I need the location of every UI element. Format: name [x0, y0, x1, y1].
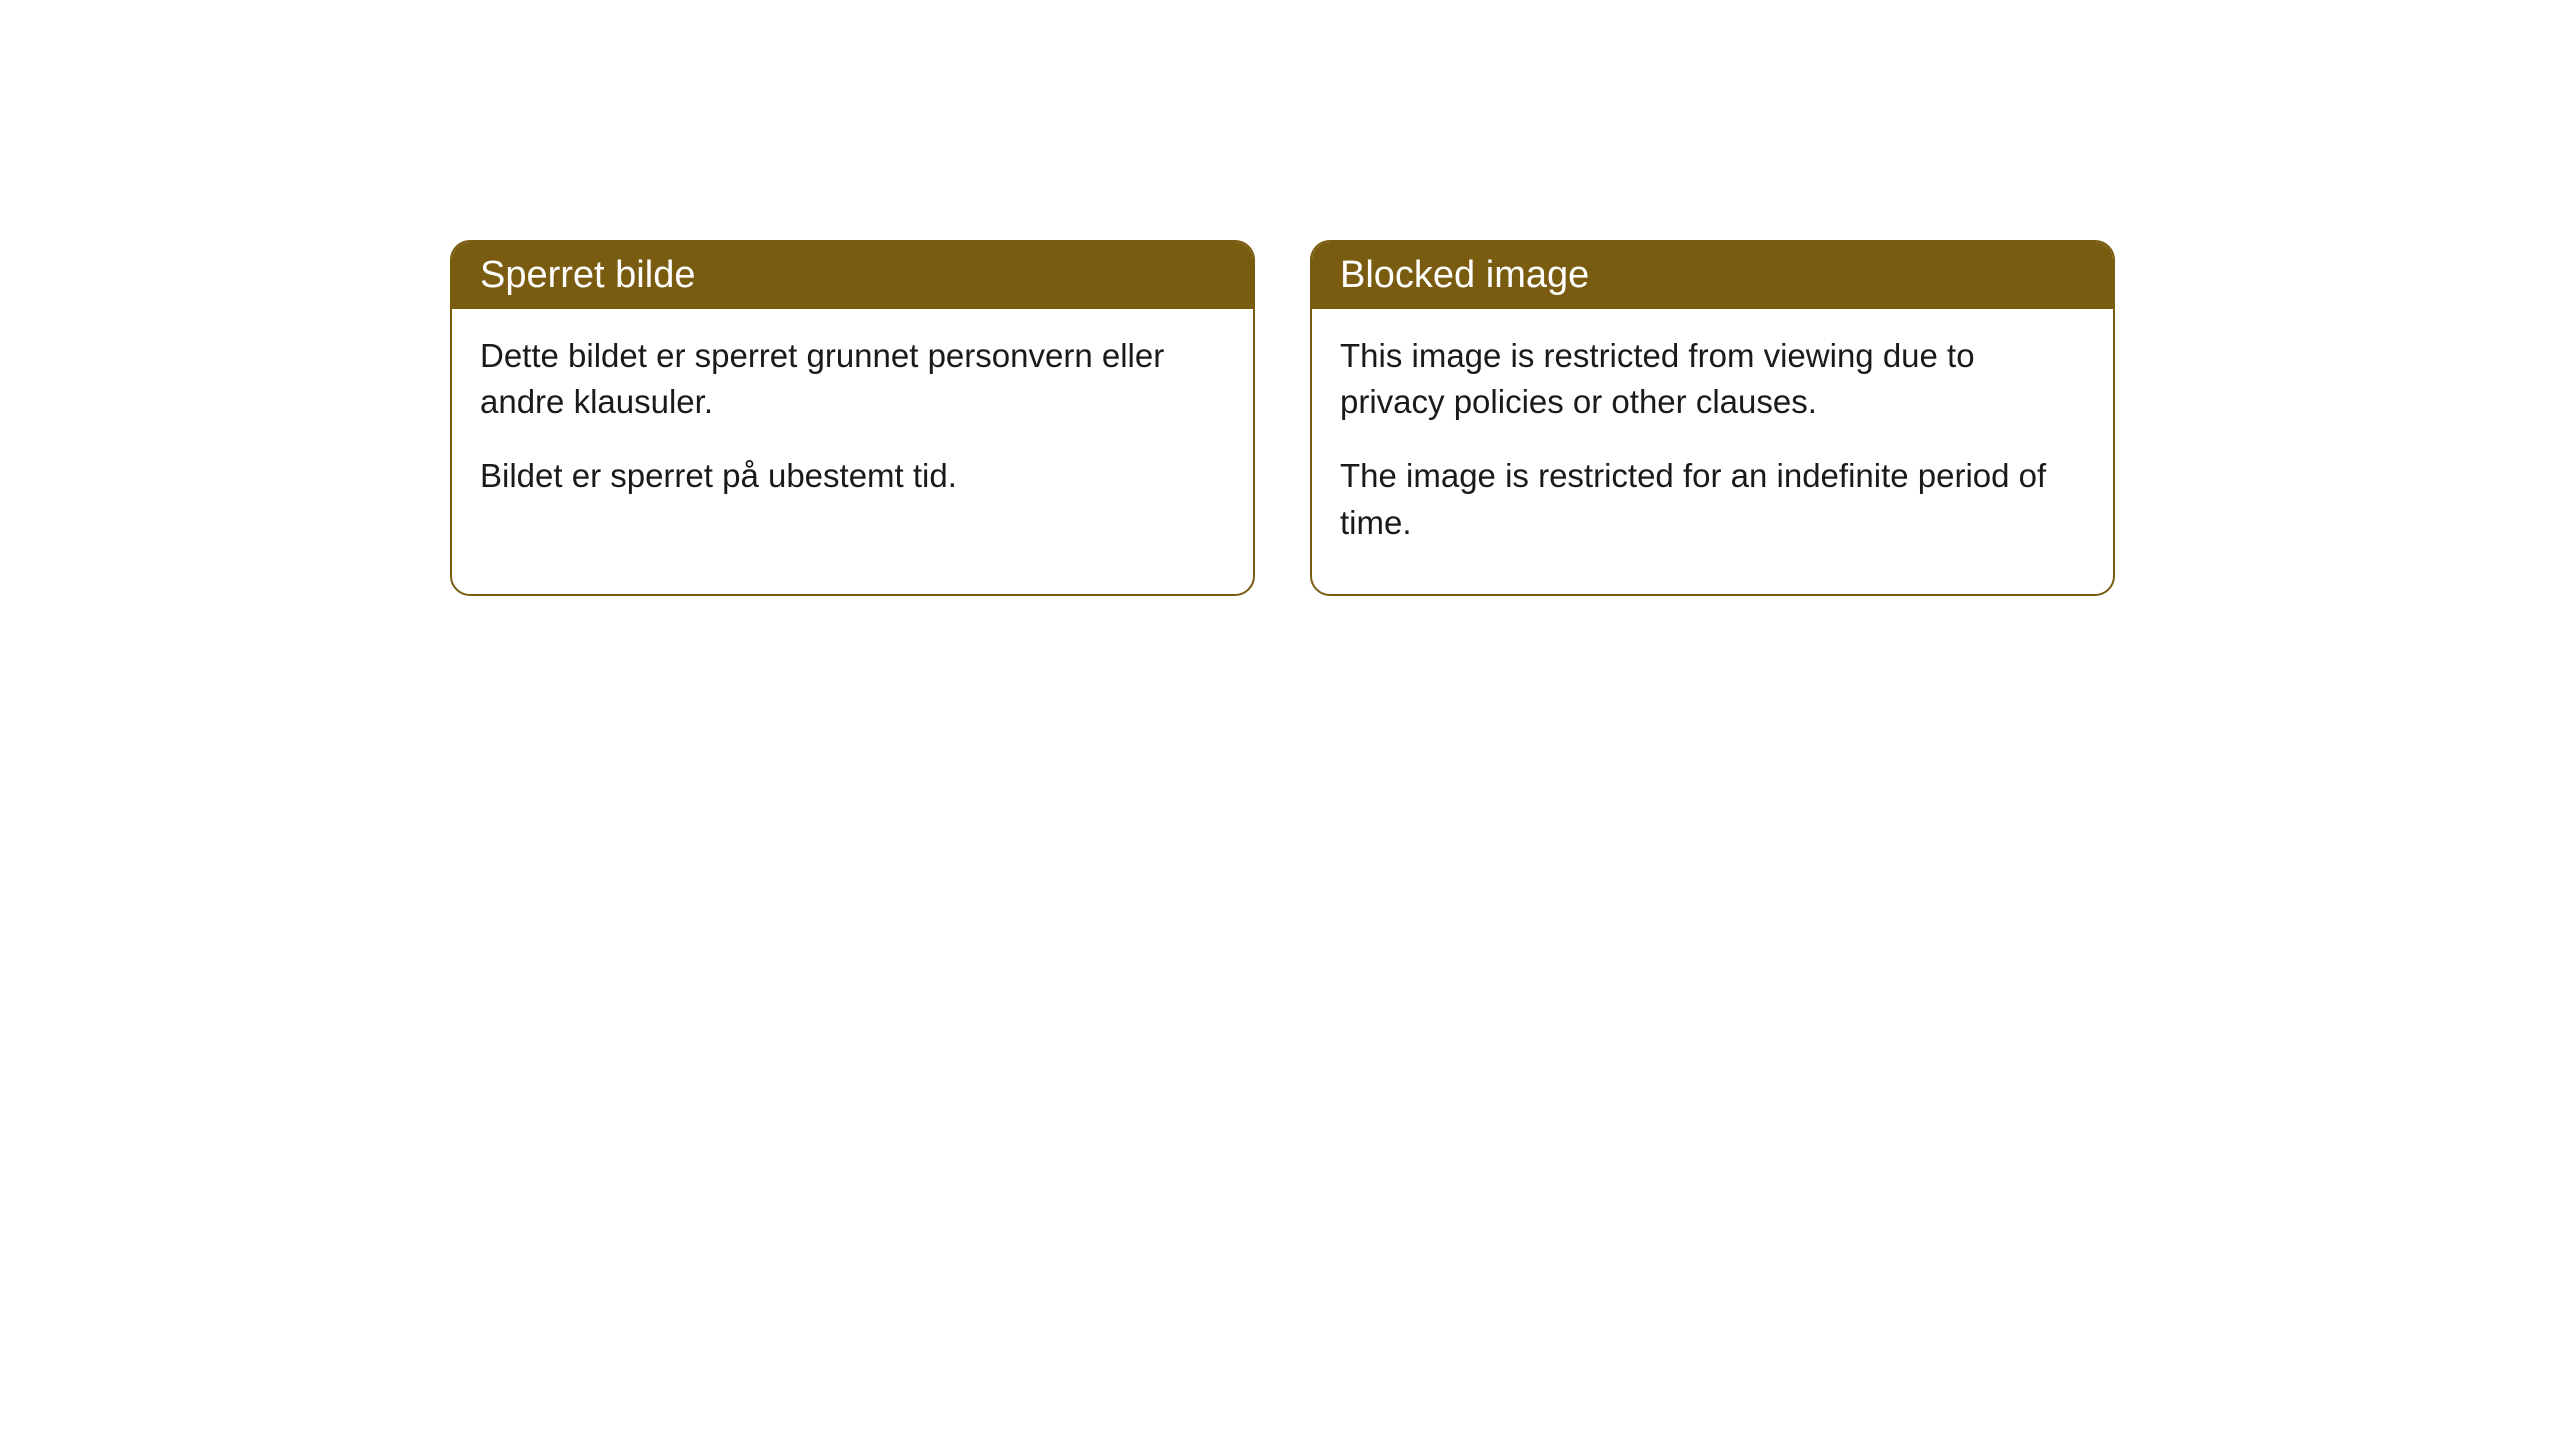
card-paragraph: The image is restricted for an indefinit… — [1340, 453, 2085, 545]
card-body-english: This image is restricted from viewing du… — [1312, 309, 2113, 594]
notice-card-english: Blocked image This image is restricted f… — [1310, 240, 2115, 596]
card-paragraph: Dette bildet er sperret grunnet personve… — [480, 333, 1225, 425]
card-header-norwegian: Sperret bilde — [452, 242, 1253, 309]
notice-card-norwegian: Sperret bilde Dette bildet er sperret gr… — [450, 240, 1255, 596]
card-paragraph: This image is restricted from viewing du… — [1340, 333, 2085, 425]
card-body-norwegian: Dette bildet er sperret grunnet personve… — [452, 309, 1253, 548]
card-header-english: Blocked image — [1312, 242, 2113, 309]
card-paragraph: Bildet er sperret på ubestemt tid. — [480, 453, 1225, 499]
notice-cards-container: Sperret bilde Dette bildet er sperret gr… — [450, 240, 2115, 596]
